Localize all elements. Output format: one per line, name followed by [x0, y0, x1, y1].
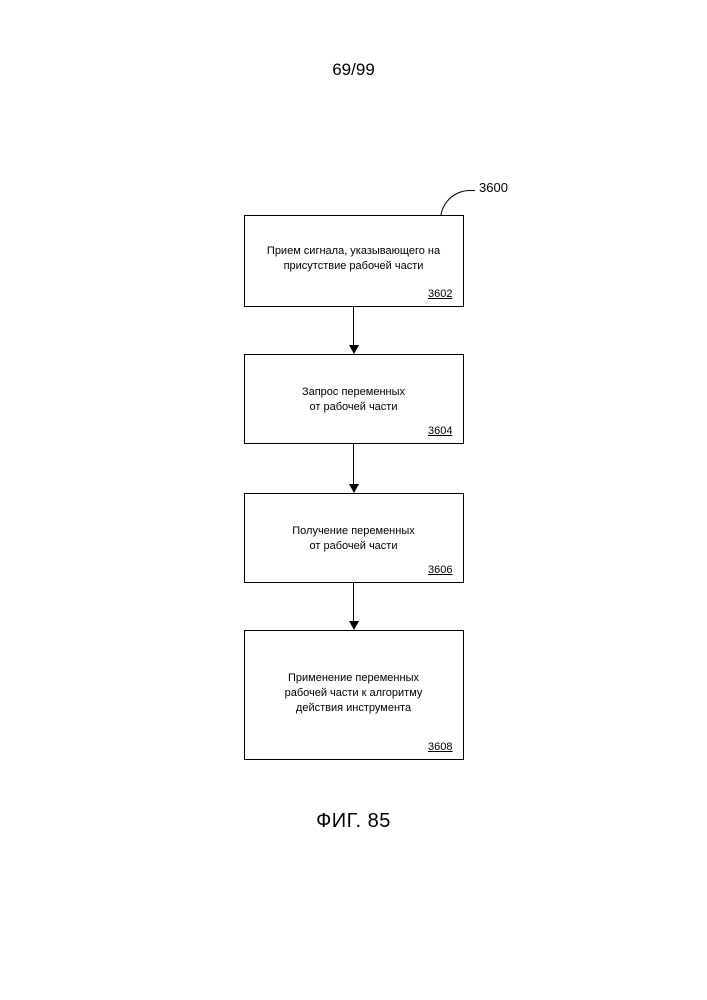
flowchart-arrow: [349, 444, 359, 493]
node-text-line: Прием сигнала, указывающего на: [267, 245, 440, 257]
page-number: 69/99: [332, 60, 375, 80]
node-text-line: рабочей части к алгоритму: [285, 687, 423, 699]
arrow-line: [353, 444, 355, 484]
flowchart-node-3602: Прием сигнала, указывающего на присутств…: [244, 215, 464, 307]
node-text-line: Применение переменных: [288, 672, 419, 684]
arrow-head-icon: [349, 621, 359, 630]
node-text: Запрос переменных от рабочей части: [245, 385, 463, 415]
arrow-line: [353, 583, 355, 621]
flowchart-node-3608: Применение переменных рабочей части к ал…: [244, 630, 464, 760]
node-text: Получение переменных от рабочей части: [245, 524, 463, 554]
callout-reference: 3600: [440, 180, 508, 210]
flowchart-node-3604: Запрос переменных от рабочей части 3604: [244, 354, 464, 444]
flowchart-node-3606: Получение переменных от рабочей части 36…: [244, 493, 464, 583]
node-text-line: Получение переменных: [292, 525, 415, 537]
node-text: Прием сигнала, указывающего на присутств…: [245, 244, 463, 274]
figure-label: ФИГ. 85: [316, 810, 391, 833]
arrow-head-icon: [349, 345, 359, 354]
node-text-line: присутствие рабочей части: [284, 260, 424, 272]
flowchart-arrow: [349, 583, 359, 630]
node-ref: 3606: [428, 564, 452, 576]
node-ref: 3604: [428, 425, 452, 437]
callout-label: 3600: [479, 180, 508, 195]
node-text-line: от рабочей части: [310, 401, 398, 413]
node-text-line: Запрос переменных: [302, 386, 405, 398]
arrow-head-icon: [349, 484, 359, 493]
flowchart-arrow: [349, 307, 359, 354]
node-ref: 3602: [428, 288, 452, 300]
node-text: Применение переменных рабочей части к ал…: [245, 671, 463, 716]
node-text-line: действия инструмента: [296, 702, 411, 714]
node-ref: 3608: [428, 741, 452, 753]
arrow-line: [353, 307, 355, 345]
node-text-line: от рабочей части: [310, 540, 398, 552]
flowchart-container: Прием сигнала, указывающего на присутств…: [244, 215, 464, 760]
